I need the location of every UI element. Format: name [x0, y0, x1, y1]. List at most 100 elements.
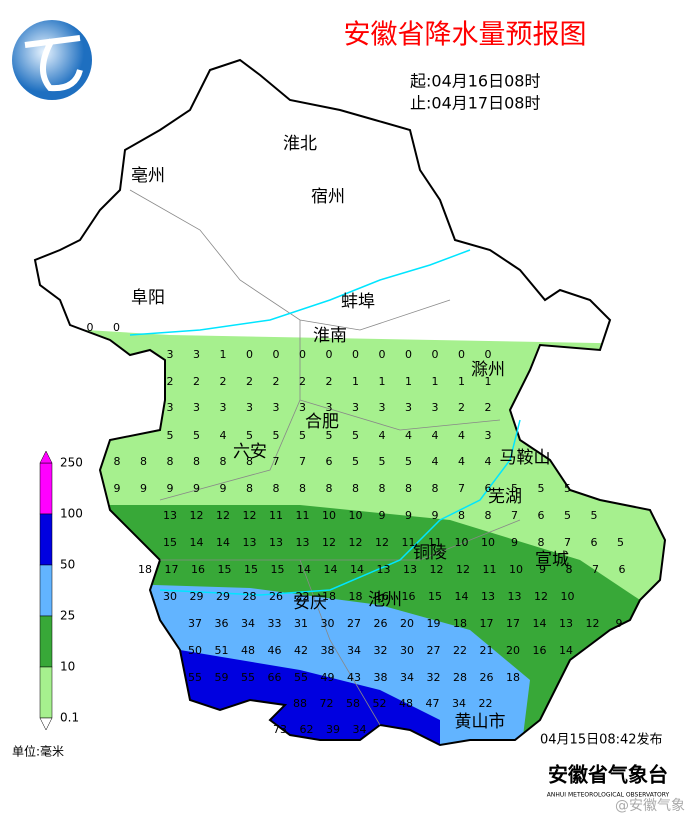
legend-label: 250: [60, 456, 83, 470]
grid-value: 32: [427, 671, 441, 684]
city-label: 蚌埠: [341, 292, 375, 312]
grid-value: 8: [538, 536, 545, 549]
legend-label: 50: [60, 558, 75, 572]
grid-value: 29: [216, 590, 230, 603]
grid-value: 28: [453, 671, 467, 684]
grid-value: 14: [190, 536, 204, 549]
start-time: 起:04月16日08时: [410, 72, 540, 91]
grid-value: 13: [243, 536, 257, 549]
grid-value: 5: [246, 429, 253, 442]
legend-label: 25: [60, 609, 75, 623]
grid-value: 2: [299, 375, 306, 388]
grid-value: 8: [273, 482, 280, 495]
city-label: 淮南: [313, 326, 347, 346]
city-label: 芜湖: [488, 487, 522, 507]
grid-value: 20: [400, 617, 414, 630]
grid-value: 88: [293, 697, 307, 710]
grid-value: 5: [379, 455, 386, 468]
grid-value: 3: [193, 401, 200, 414]
grid-value: 6: [538, 509, 545, 522]
grid-value: 34: [400, 671, 414, 684]
grid-value: 0: [326, 348, 333, 361]
grid-value: 7: [273, 455, 280, 468]
grid-value: 13: [559, 617, 573, 630]
grid-value: 3: [273, 401, 280, 414]
grid-value: 21: [480, 644, 494, 657]
grid-value: 13: [481, 590, 495, 603]
grid-value: 22: [479, 697, 493, 710]
grid-value: 3: [167, 348, 174, 361]
grid-value: 3: [193, 348, 200, 361]
grid-value: 6: [619, 563, 626, 576]
grid-value: 12: [322, 536, 336, 549]
city-label: 宣城: [535, 550, 569, 570]
city-label: 合肥: [305, 412, 339, 432]
grid-value: 34: [347, 644, 361, 657]
grid-value: 3: [485, 429, 492, 442]
grid-value: 32: [374, 644, 388, 657]
grid-value: 1: [352, 375, 359, 388]
grid-value: 20: [506, 644, 520, 657]
grid-value: 5: [326, 429, 333, 442]
grid-value: 5: [167, 429, 174, 442]
grid-value: 2: [220, 375, 227, 388]
grid-value: 31: [294, 617, 308, 630]
grid-value: 8: [352, 482, 359, 495]
grid-value: 5: [564, 482, 571, 495]
grid-value: 13: [163, 509, 177, 522]
grid-value: 1: [432, 375, 439, 388]
grid-value: 8: [326, 482, 333, 495]
grid-value: 12: [349, 536, 363, 549]
grid-value: 0: [432, 348, 439, 361]
grid-value: 9: [539, 563, 546, 576]
borders: [129, 189, 521, 726]
grid-value: 22: [296, 590, 310, 603]
grid-value: 42: [294, 644, 308, 657]
grid-value: 1: [485, 375, 492, 388]
grid-value: 18: [453, 617, 467, 630]
grid-value: 2: [326, 375, 333, 388]
legend-swatch: [39, 462, 53, 515]
grid-value: 8: [220, 455, 227, 468]
grid-value: 16: [402, 590, 416, 603]
grid-value: 8: [140, 455, 147, 468]
grid-value: 8: [167, 455, 174, 468]
city-label: 池州: [368, 590, 402, 610]
city-label: 淮北: [283, 134, 317, 154]
grid-value: 28: [243, 590, 257, 603]
grid-value: 0: [87, 321, 94, 334]
grid-value: 3: [299, 401, 306, 414]
city-label: 宿州: [311, 187, 345, 207]
grid-value: 1: [458, 375, 465, 388]
grid-value: 48: [241, 644, 255, 657]
grid-value: 0: [379, 348, 386, 361]
grid-value: 0: [485, 348, 492, 361]
grid-value: 4: [458, 455, 465, 468]
grid-value: 8: [114, 455, 121, 468]
legend-swatch: [39, 615, 53, 668]
grid-value: 14: [216, 536, 230, 549]
grid-value: 14: [559, 644, 573, 657]
grid-value: 30: [321, 617, 335, 630]
legend: 250 100 50 25 10 0.1: [39, 450, 83, 731]
grid-value: 26: [480, 671, 494, 684]
grid-value: 3: [246, 401, 253, 414]
grid-value: 10: [481, 536, 495, 549]
grid-value: 14: [455, 590, 469, 603]
grid-value: 5: [538, 482, 545, 495]
grid-value: 14: [297, 563, 311, 576]
grid-value: 19: [427, 617, 441, 630]
grid-value: 55: [241, 671, 255, 684]
grid-value: 5: [193, 429, 200, 442]
grid-value: 3: [352, 401, 359, 414]
grid-value: 16: [191, 563, 205, 576]
grid-value: 11: [428, 536, 442, 549]
grid-value: 2: [273, 375, 280, 388]
grid-value: 13: [296, 536, 310, 549]
grid-value: 33: [268, 617, 282, 630]
grid-value: 14: [533, 617, 547, 630]
city-label: 六安: [233, 442, 267, 462]
grid-value: 13: [269, 536, 283, 549]
watermark: @安徽气象: [615, 798, 685, 814]
grid-value: 6: [326, 455, 333, 468]
